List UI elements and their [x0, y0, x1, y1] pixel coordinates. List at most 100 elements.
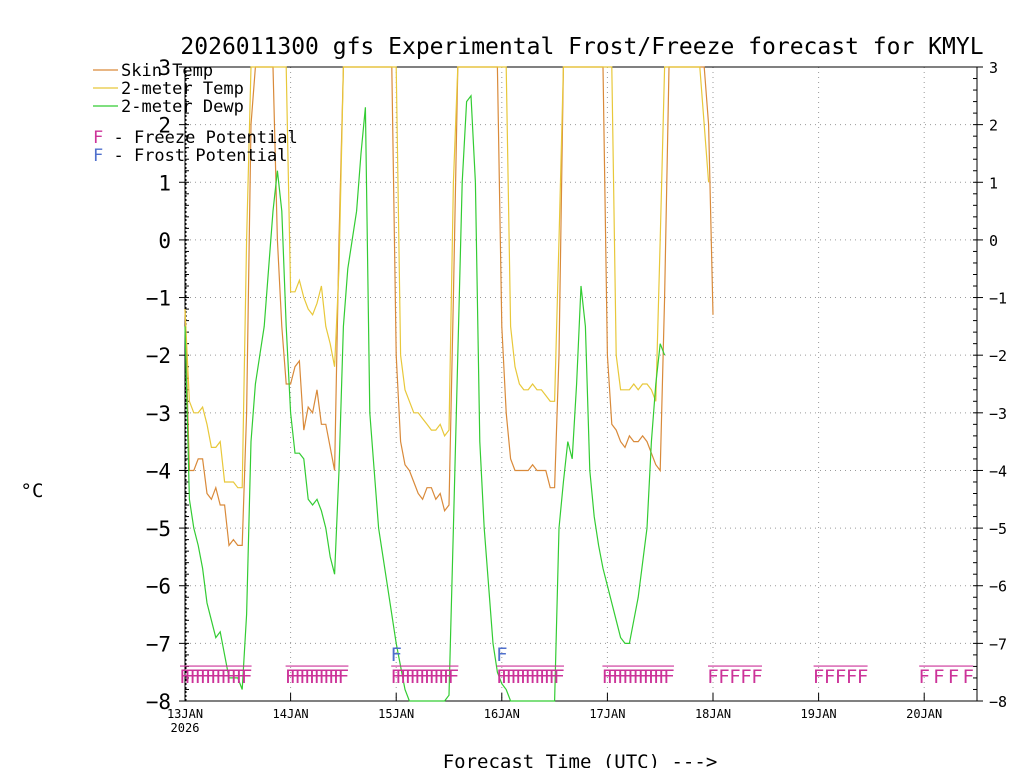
freeze-mark: F [195, 666, 206, 688]
freeze-mark: F [210, 666, 221, 688]
freeze-mark: F [410, 666, 421, 688]
freeze-mark: F [179, 666, 190, 688]
freeze-mark: F [200, 666, 211, 688]
freeze-mark: F [658, 666, 669, 688]
freeze-mark: F [948, 666, 959, 688]
freeze-mark: F [534, 666, 545, 688]
freeze-mark: F [632, 666, 643, 688]
freeze-mark: F [824, 666, 835, 688]
freeze-mark: F [663, 666, 674, 688]
freeze-mark: F [333, 666, 344, 688]
y-tick-label-left: 1 [158, 171, 171, 195]
freeze-mark: F [285, 666, 296, 688]
series-line-2-meter-temp [184, 66, 710, 489]
freeze-mark: F [338, 666, 349, 688]
y-tick-label-left: −5 [146, 517, 171, 541]
freeze-mark: F [962, 666, 973, 688]
freeze-mark: F [448, 666, 459, 688]
freeze-mark: F [294, 666, 305, 688]
legend-label: 2-meter Temp [121, 79, 244, 99]
potential-legend-entry: F - Frost Potential [93, 146, 287, 166]
freeze-mark: F [438, 666, 449, 688]
y-tick-label-right: −3 [989, 405, 1007, 423]
freeze-mark: F [627, 666, 638, 688]
y-tick-label-left: −4 [146, 459, 171, 483]
frost-mark: F [390, 644, 401, 666]
y-tick-label-left: −2 [146, 344, 171, 368]
y-tick-label-left: −7 [146, 632, 171, 656]
freeze-mark: F [607, 666, 618, 688]
freeze-mark: F [424, 666, 435, 688]
freeze-mark: F [515, 666, 526, 688]
freeze-mark: F [390, 666, 401, 688]
chart-title: 2026011300 gfs Experimental Frost/Freeze… [180, 34, 983, 60]
freeze-mark: F [205, 666, 216, 688]
freeze-mark: F [857, 666, 868, 688]
freeze-mark: F [184, 666, 195, 688]
y-tick-label-right: −4 [989, 462, 1007, 480]
freeze-mark: F [290, 666, 301, 688]
freeze-mark: F [299, 666, 310, 688]
freeze-mark: F [933, 666, 944, 688]
freeze-mark: F [525, 666, 536, 688]
y-tick-label-right: −7 [989, 635, 1007, 653]
freeze-mark: F [506, 666, 517, 688]
potential-legend-glyph: F [93, 146, 103, 166]
potential-legend-label: - Freeze Potential [103, 128, 297, 148]
freeze-mark: F [443, 666, 454, 688]
freeze-mark: F [419, 666, 430, 688]
series-line-2-meter-dewp [184, 94, 666, 702]
y-tick-label-right: −2 [989, 347, 1007, 365]
freeze-mark: F [400, 666, 411, 688]
y-tick-label-right: 2 [989, 117, 998, 135]
freeze-mark: F [539, 666, 550, 688]
x-tick-label: 14JAN [273, 707, 309, 721]
freeze-mark: F [638, 666, 649, 688]
freeze-mark: F [304, 666, 315, 688]
freeze-mark: F [653, 666, 664, 688]
freeze-mark: F [602, 666, 613, 688]
grid-lines [185, 67, 977, 701]
freeze-mark: F [918, 666, 929, 688]
y-tick-label-left: −6 [146, 575, 171, 599]
freeze-mark: F [328, 666, 339, 688]
y-tick-label-left: 2 [158, 114, 171, 138]
freeze-mark: F [231, 666, 242, 688]
freeze-mark: F [835, 666, 846, 688]
legend-label: 2-meter Dewp [121, 97, 244, 117]
x-tick-label: 15JAN [378, 707, 414, 721]
y-tick-label-right: −1 [989, 290, 1007, 308]
x-tick-sublabel: 2026 [171, 721, 200, 735]
freeze-mark: F [510, 666, 521, 688]
freeze-mark: F [225, 666, 236, 688]
freeze-mark: F [643, 666, 654, 688]
freeze-mark: F [648, 666, 659, 688]
freeze-mark: F [236, 666, 247, 688]
series-line-skin-temp [184, 66, 714, 547]
y-tick-label-left: −8 [146, 690, 171, 714]
y-tick-label-right: 0 [989, 232, 998, 250]
freeze-mark: F [553, 666, 564, 688]
y-axis-label: °C [21, 480, 44, 502]
potential-legend-entry: F - Freeze Potential [93, 128, 298, 148]
freeze-mark: F [846, 666, 857, 688]
x-tick-label: 19JAN [801, 707, 837, 721]
freeze-mark: F [309, 666, 320, 688]
series-lines [184, 66, 714, 702]
y-tick-label-left: −3 [146, 402, 171, 426]
freeze-mark: F [718, 666, 729, 688]
freeze-mark: F [612, 666, 623, 688]
freeze-mark: F [549, 666, 560, 688]
potential-legend-glyph: F [93, 128, 103, 148]
freeze-mark: F [429, 666, 440, 688]
freeze-mark: F [433, 666, 444, 688]
potential-legend-label: - Frost Potential [103, 146, 287, 166]
freeze-mark: F [501, 666, 512, 688]
freeze-mark: F [707, 666, 718, 688]
freeze-mark: F [529, 666, 540, 688]
frost-mark: F [496, 644, 507, 666]
y-tick-label-left: 3 [158, 56, 171, 80]
